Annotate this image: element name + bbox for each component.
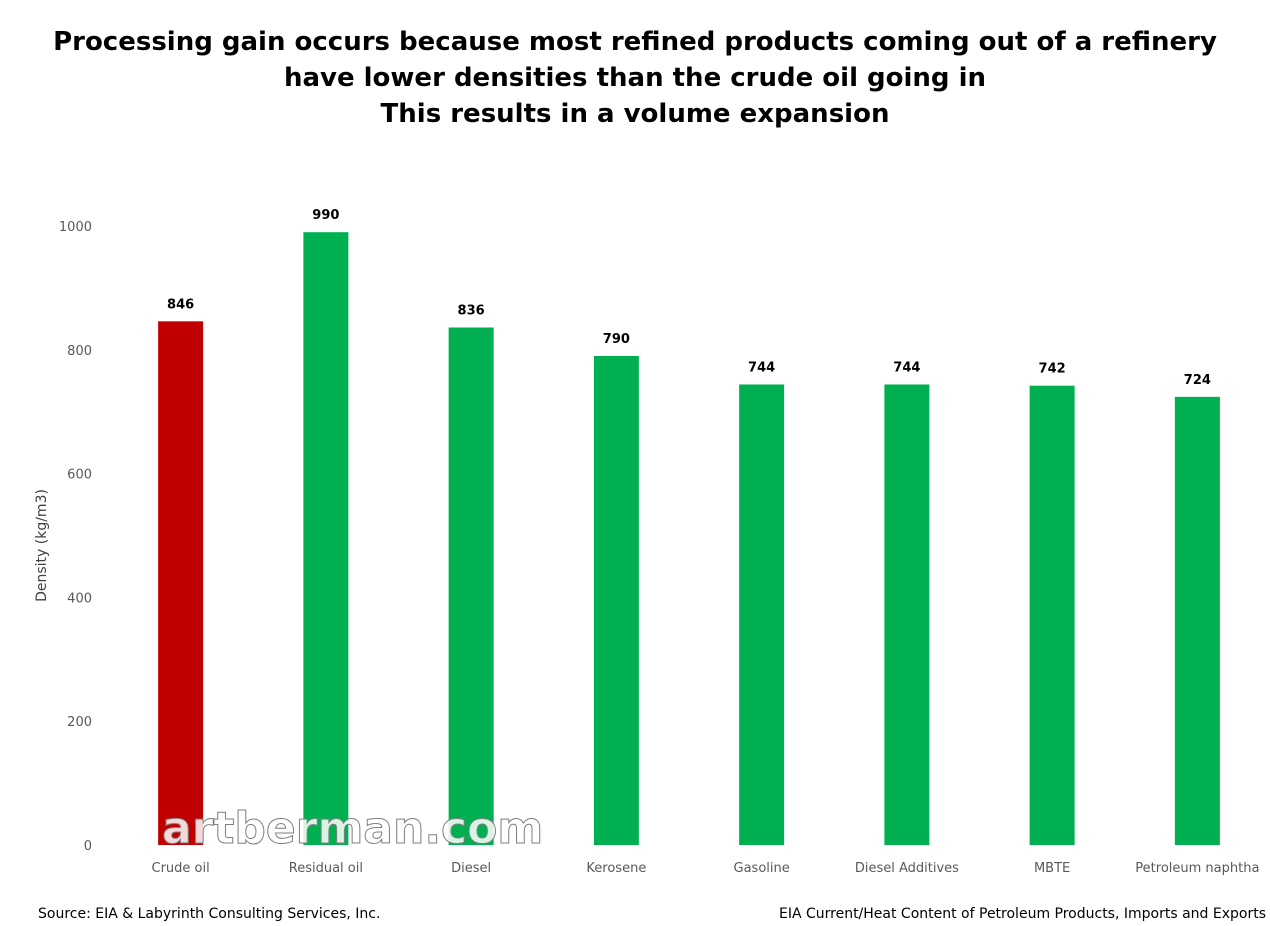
x-category-label: Petroleum naphtha (1135, 861, 1259, 876)
chart-title-line-1: Processing gain occurs because most refi… (53, 27, 1217, 57)
bar-kerosene (593, 355, 639, 845)
x-category-label: MBTE (1034, 861, 1070, 876)
y-tick-label: 600 (67, 468, 92, 483)
data-label: 846 (167, 297, 194, 312)
bar-residual-oil (303, 232, 349, 845)
data-label: 744 (748, 360, 775, 375)
bar-diesel-additives (884, 384, 930, 845)
watermark-logo: artberman.com (162, 803, 543, 854)
x-category-label: Residual oil (289, 861, 363, 876)
source-note-left: Source: EIA & Labyrinth Consulting Servi… (38, 906, 381, 922)
data-label: 990 (312, 208, 339, 223)
x-category-label: Diesel (451, 861, 491, 876)
data-label: 790 (603, 332, 630, 347)
chart-title-line-2: have lower densities than the crude oil … (283, 63, 987, 93)
source-note-right: EIA Current/Heat Content of Petroleum Pr… (778, 906, 1266, 922)
y-tick-label: 400 (67, 591, 92, 606)
y-tick-label: 200 (67, 715, 92, 730)
data-label: 724 (1184, 373, 1211, 388)
x-category-label: Gasoline (734, 861, 790, 876)
bar-crude-oil (158, 321, 204, 845)
bar-diesel (448, 327, 494, 845)
y-tick-label: 1000 (59, 220, 92, 235)
data-label: 744 (893, 360, 920, 375)
bar-petroleum-naphtha (1174, 396, 1220, 845)
y-axis-title: Density (kg/m3) (34, 489, 50, 602)
data-label: 836 (458, 304, 485, 319)
chart-title: Processing gain occurs because most refi… (0, 24, 1270, 132)
y-tick-label: 0 (84, 839, 92, 854)
x-category-label: Kerosene (586, 861, 646, 876)
x-category-label: Diesel Additives (855, 861, 959, 876)
bar-mbte (1029, 385, 1075, 845)
x-category-label: Crude oil (152, 861, 210, 876)
data-label: 742 (1039, 362, 1066, 377)
chart-title-line-3: This results in a volume expansion (380, 99, 890, 129)
bar-gasoline (739, 384, 785, 845)
y-tick-label: 800 (67, 344, 92, 359)
